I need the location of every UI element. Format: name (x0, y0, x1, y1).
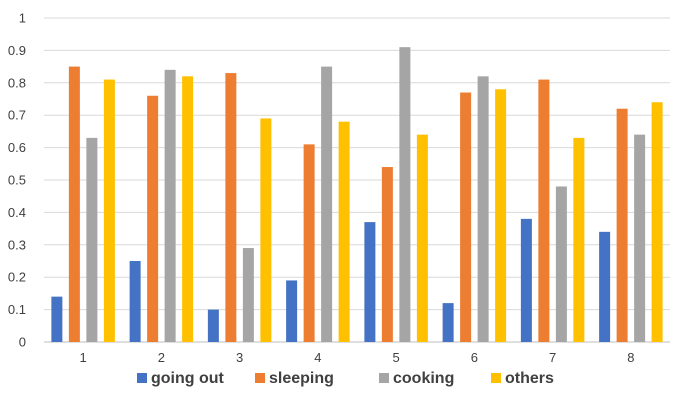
x-tick-label: 7 (549, 350, 556, 365)
bar-cooking-4 (321, 66, 333, 342)
x-tick-label: 5 (393, 350, 400, 365)
y-tick-label: 0.6 (8, 140, 26, 155)
y-axis-ticks: 0 0.1 0.2 0.3 0.4 0.5 0.6 0.7 0.8 0.9 1 (8, 11, 26, 350)
bar-sleeping-4 (303, 144, 315, 342)
bar-cooking-8 (634, 134, 646, 342)
x-tick-label: 6 (471, 350, 478, 365)
x-tick-label: 3 (236, 350, 243, 365)
bar-others-7 (573, 137, 585, 342)
bar-others-8 (651, 102, 663, 343)
y-tick-label: 0.4 (8, 205, 26, 220)
y-tick-label: 0.7 (8, 108, 26, 123)
x-tick-label: 8 (627, 350, 634, 365)
bar-others-6 (495, 89, 507, 342)
bar-going-out-7 (520, 218, 532, 342)
bar-cooking-6 (477, 76, 489, 342)
bar-others-4 (338, 121, 350, 343)
y-tick-label: 0.3 (8, 237, 26, 252)
bar-cooking-1 (86, 137, 98, 342)
x-tick-label: 4 (314, 350, 321, 365)
legend: going out sleeping cooking others (137, 370, 554, 387)
y-tick-label: 0.8 (8, 75, 26, 90)
legend-swatch-cooking (379, 373, 389, 383)
legend-label-sleeping: sleeping (269, 370, 334, 387)
bars (51, 47, 663, 343)
bar-sleeping-3 (225, 73, 237, 342)
bar-sleeping-6 (460, 92, 472, 343)
bar-sleeping-1 (68, 66, 80, 342)
y-tick-label: 0 (19, 335, 26, 350)
y-tick-label: 0.2 (8, 270, 26, 285)
bar-cooking-2 (164, 69, 176, 342)
x-tick-label: 1 (80, 350, 87, 365)
bar-going-out-1 (51, 296, 63, 342)
bar-cooking-7 (555, 186, 567, 342)
legend-label-others: others (505, 370, 554, 387)
bar-going-out-6 (442, 303, 454, 342)
bar-others-5 (416, 134, 428, 342)
bar-going-out-2 (129, 261, 141, 342)
bar-others-1 (103, 79, 115, 342)
bar-others-3 (260, 118, 272, 342)
legend-label-going-out: going out (151, 370, 225, 387)
legend-swatch-others (491, 373, 501, 383)
bar-going-out-5 (364, 222, 376, 342)
x-axis-ticks: 1 2 3 4 5 6 7 8 (80, 350, 635, 365)
bar-going-out-8 (599, 231, 611, 342)
bar-going-out-4 (286, 280, 298, 342)
y-tick-label: 0.1 (8, 302, 26, 317)
bar-sleeping-5 (381, 167, 393, 342)
x-tick-label: 2 (158, 350, 165, 365)
bar-others-2 (182, 76, 194, 342)
y-tick-label: 0.9 (8, 43, 26, 58)
legend-swatch-going-out (137, 373, 147, 383)
legend-swatch-sleeping (255, 373, 265, 383)
bar-sleeping-2 (147, 95, 159, 342)
bar-sleeping-8 (616, 108, 628, 342)
bar-cooking-5 (399, 47, 411, 342)
bar-going-out-3 (207, 309, 219, 342)
bar-cooking-3 (242, 248, 254, 342)
bar-sleeping-7 (538, 79, 550, 342)
legend-label-cooking: cooking (393, 370, 454, 387)
y-tick-label: 0.5 (8, 173, 26, 188)
y-tick-label: 1 (19, 11, 26, 26)
